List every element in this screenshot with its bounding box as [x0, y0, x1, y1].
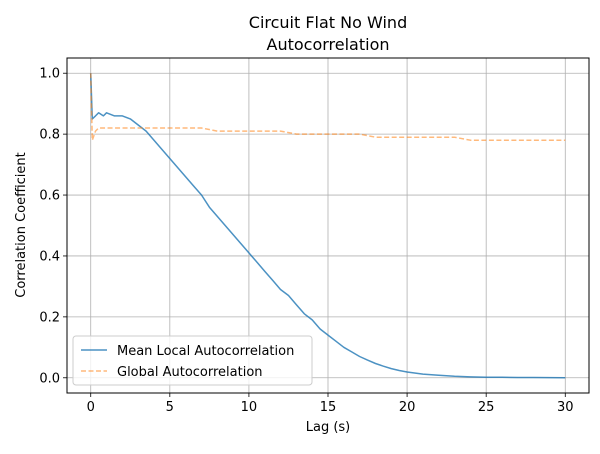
- y-tick-label: 0.2: [39, 310, 60, 325]
- x-axis-label: Lag (s): [306, 420, 351, 435]
- chart-title-line2: Autocorrelation: [267, 35, 390, 54]
- legend-label-global: Global Autocorrelation: [117, 365, 263, 380]
- x-tick-label: 20: [399, 400, 416, 415]
- y-tick-label: 0.4: [39, 249, 60, 264]
- x-tick-label: 5: [166, 400, 174, 415]
- y-tick-label: 0.8: [39, 128, 60, 143]
- y-tick-label: 0.6: [39, 189, 60, 204]
- y-tick-label: 1.0: [39, 67, 60, 82]
- legend-box: [72, 335, 313, 386]
- tick-layer: 0 5 10 15 20 25 30 0.0 0.2 0.4 0.6 0.8 1.0: [39, 67, 573, 415]
- series-layer: [89, 73, 566, 379]
- legend: Mean Local Autocorrelation Global Autoco…: [72, 335, 313, 386]
- series-line-global: [89, 73, 566, 141]
- x-tick-label: 15: [320, 400, 337, 415]
- x-tick-label: 30: [557, 400, 574, 415]
- x-tick-label: 10: [241, 400, 258, 415]
- y-tick-label: 0.0: [39, 371, 60, 386]
- chart-title-line1: Circuit Flat No Wind: [249, 13, 407, 32]
- series-line-mean-local: [89, 73, 566, 379]
- x-tick-label: 25: [478, 400, 495, 415]
- y-axis-label: Correlation Coefficient: [14, 152, 29, 298]
- legend-label-mean-local: Mean Local Autocorrelation: [117, 344, 294, 359]
- x-tick-label: 0: [87, 400, 95, 415]
